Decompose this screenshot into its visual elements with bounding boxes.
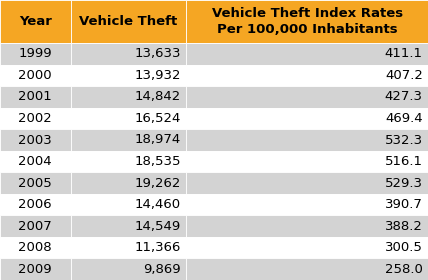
Bar	[0, 43, 71, 65]
Bar	[0, 237, 71, 258]
Text: Vehicle Theft: Vehicle Theft	[79, 15, 178, 28]
Bar	[186, 237, 428, 258]
Bar	[186, 172, 428, 194]
Bar	[71, 0, 186, 43]
Text: 2005: 2005	[18, 177, 52, 190]
Bar	[0, 194, 71, 215]
Text: 411.1: 411.1	[385, 47, 423, 60]
Bar	[0, 215, 71, 237]
Bar	[71, 43, 186, 65]
Text: 516.1: 516.1	[385, 155, 423, 168]
Bar	[0, 86, 71, 108]
Bar	[186, 194, 428, 215]
Text: 14,460: 14,460	[135, 198, 181, 211]
Text: 469.4: 469.4	[385, 112, 423, 125]
Bar	[0, 151, 71, 172]
Bar	[71, 172, 186, 194]
Text: Year: Year	[19, 15, 52, 28]
Text: 9,869: 9,869	[143, 263, 181, 276]
Text: 14,549: 14,549	[135, 220, 181, 233]
Text: 13,932: 13,932	[134, 69, 181, 82]
Bar	[71, 108, 186, 129]
Bar	[186, 0, 428, 43]
Bar	[71, 194, 186, 215]
Bar	[0, 108, 71, 129]
Text: 2001: 2001	[18, 90, 52, 103]
Text: Vehicle Theft Index Rates
Per 100,000 Inhabitants: Vehicle Theft Index Rates Per 100,000 In…	[211, 7, 403, 36]
Bar	[186, 65, 428, 86]
Bar	[71, 258, 186, 280]
Bar	[0, 172, 71, 194]
Text: 529.3: 529.3	[385, 177, 423, 190]
Text: 532.3: 532.3	[385, 134, 423, 146]
Bar	[0, 0, 71, 43]
Bar	[71, 86, 186, 108]
Text: 18,974: 18,974	[135, 134, 181, 146]
Text: 11,366: 11,366	[135, 241, 181, 254]
Text: 2003: 2003	[18, 134, 52, 146]
Bar	[186, 86, 428, 108]
Text: 2009: 2009	[18, 263, 52, 276]
Text: 13,633: 13,633	[134, 47, 181, 60]
Bar	[186, 215, 428, 237]
Text: 2006: 2006	[18, 198, 52, 211]
Bar	[186, 129, 428, 151]
Text: 388.2: 388.2	[385, 220, 423, 233]
Text: 2008: 2008	[18, 241, 52, 254]
Text: 300.5: 300.5	[385, 241, 423, 254]
Bar	[71, 129, 186, 151]
Bar	[71, 151, 186, 172]
Text: 14,842: 14,842	[135, 90, 181, 103]
Text: 2000: 2000	[18, 69, 52, 82]
Bar	[71, 65, 186, 86]
Bar	[0, 65, 71, 86]
Text: 390.7: 390.7	[385, 198, 423, 211]
Bar	[71, 215, 186, 237]
Bar	[186, 43, 428, 65]
Text: 2004: 2004	[18, 155, 52, 168]
Bar	[71, 237, 186, 258]
Text: 19,262: 19,262	[135, 177, 181, 190]
Text: 18,535: 18,535	[134, 155, 181, 168]
Text: 2002: 2002	[18, 112, 52, 125]
Text: 427.3: 427.3	[385, 90, 423, 103]
Bar	[186, 108, 428, 129]
Text: 407.2: 407.2	[385, 69, 423, 82]
Bar	[186, 258, 428, 280]
Text: 258.0: 258.0	[385, 263, 423, 276]
Bar	[0, 258, 71, 280]
Bar	[186, 151, 428, 172]
Text: 16,524: 16,524	[135, 112, 181, 125]
Bar	[0, 129, 71, 151]
Text: 1999: 1999	[18, 47, 52, 60]
Text: 2007: 2007	[18, 220, 52, 233]
